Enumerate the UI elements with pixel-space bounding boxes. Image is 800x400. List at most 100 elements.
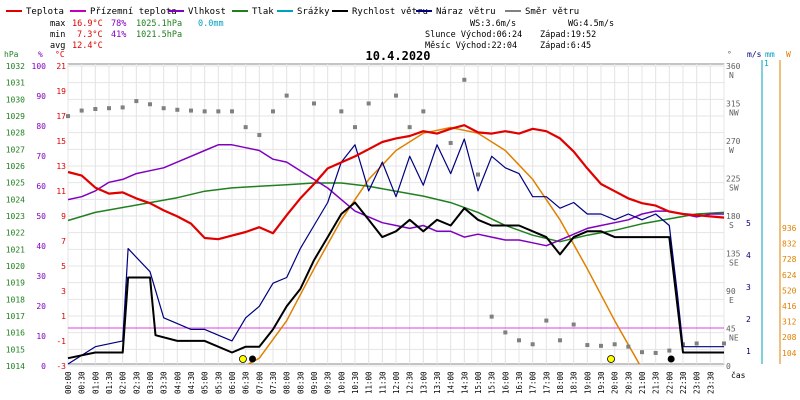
temperature-tick: 17 [56,112,66,121]
legend-item-srazky: Srážky [277,7,330,17]
series-point-smer-vetru [544,318,549,323]
series-point-smer-vetru [530,342,535,347]
time-tick: 18:30 [570,371,579,394]
series-point-smer-vetru [585,343,590,348]
series-point-smer-vetru [189,108,193,113]
humidity-unit: % [38,50,43,59]
pressure-tick: 1030 [6,95,25,104]
series-point-smer-vetru [161,106,166,111]
wind-sun-info: WS:3.6m/s WG:4.5m/s Slunce Východ:06:24 … [425,19,614,51]
speed-tick: 5 [746,219,751,228]
pressure-tick: 1026 [6,162,25,171]
time-tick: 21:30 [652,371,661,394]
pressure-tick: 1028 [6,129,25,138]
time-tick: 15:30 [488,371,497,394]
rain-unit: mm [765,50,775,59]
time-tick: 08:00 [283,371,292,394]
time-tick: 05:00 [201,371,210,394]
pressure-unit: hPa [4,50,19,59]
direction-tick: 90 [726,287,736,296]
series-point-smer-vetru [476,172,480,177]
pressure-tick: 1020 [6,262,25,271]
pressure-tick: 1023 [6,212,25,221]
time-tick: 01:30 [105,371,114,394]
direction-tick-label: SE [729,259,739,268]
direction-tick-label: SW [729,184,739,193]
series-point-smer-vetru [66,114,70,119]
rain-tick: 1 [764,59,769,68]
humidity-tick: 80 [36,122,46,131]
pressure-tick: 1017 [6,312,25,321]
stat-avg-label: avg [50,41,65,51]
direction-tick: 135 [726,250,741,259]
time-tick: 13:00 [419,371,428,394]
series-point-smer-vetru [312,101,316,106]
time-tick: 21:00 [638,371,647,394]
legend-label: Vlhkost [188,7,226,17]
time-tick: 20:00 [611,371,620,394]
stat-max-temp: 16.9°C [72,19,103,29]
direction-tick-label: NE [729,334,739,343]
time-unit: čas [731,370,746,380]
time-tick: 18:00 [556,371,565,394]
pressure-tick: 1019 [6,279,25,288]
temperature-tick: 9 [61,212,66,221]
direction-tick: 225 [726,175,741,184]
pressure-tick: 1015 [6,345,25,354]
series-line-tlak [67,182,725,243]
time-tick: 02:30 [132,371,141,394]
series-point-smer-vetru [366,101,371,106]
radiation-tick: 520 [782,286,797,295]
series-point-smer-vetru [612,342,617,347]
direction-tick-label: NW [729,109,739,118]
time-tick: 14:00 [447,371,456,394]
legend-item-teplota: Teplota [6,7,64,17]
direction-tick-label: W [729,146,734,155]
series-point-smer-vetru [571,322,576,327]
left-axes: 1032103110301029102810271026102510241023… [6,62,66,371]
series-point-smer-vetru [107,106,111,111]
series-point-smer-vetru [230,109,234,114]
temperature-tick: 19 [56,87,66,96]
temperature-tick: -1 [56,337,66,346]
stat-max-press: 1025.1hPa [136,19,182,29]
moonset-text: Západ:6:45 [540,41,591,51]
humidity-tick: 30 [36,272,46,281]
series-point-smer-vetru [79,108,84,113]
pressure-tick: 1029 [6,112,25,121]
time-tick: 07:00 [255,371,264,394]
speed-tick: 3 [746,283,751,292]
time-tick: 01:00 [91,371,100,394]
time-tick: 10:30 [351,371,360,394]
legend-label: Srážky [297,7,330,17]
series-point-smer-vetru [667,348,672,353]
time-axis: 00:00 00:30 01:00 01:30 02:00 02:30 03:00 03:30… [64,371,715,394]
time-tick: 14:30 [460,371,469,394]
time-tick: 17:00 [529,371,538,394]
radiation-tick: 728 [782,255,797,264]
sunset-marker [607,355,615,363]
stat-min-label: min [50,30,65,40]
time-tick: 07:30 [269,371,278,394]
speed-unit: m/s [747,50,762,59]
series-point-smer-vetru [93,107,98,111]
direction-tick-label: N [729,71,734,80]
time-tick: 22:00 [665,371,674,394]
series-point-smer-vetru [216,109,221,114]
temperature-tick: 11 [56,187,66,196]
temperature-unit: °C [55,50,65,59]
direction-tick: 315 [726,100,741,109]
time-tick: 22:30 [679,371,688,394]
pressure-tick: 1014 [6,362,25,371]
series-point-smer-vetru [353,125,357,130]
pressure-tick: 1032 [6,62,25,71]
radiation-unit: W [786,50,791,59]
time-tick: 20:30 [624,371,633,394]
pressure-tick: 1018 [6,295,25,304]
time-tick: 17:30 [542,371,551,394]
temperature-tick: 13 [56,162,66,171]
direction-tick: 0 [726,362,731,371]
time-tick: 23:00 [693,371,702,394]
pressure-tick: 1024 [6,195,25,204]
